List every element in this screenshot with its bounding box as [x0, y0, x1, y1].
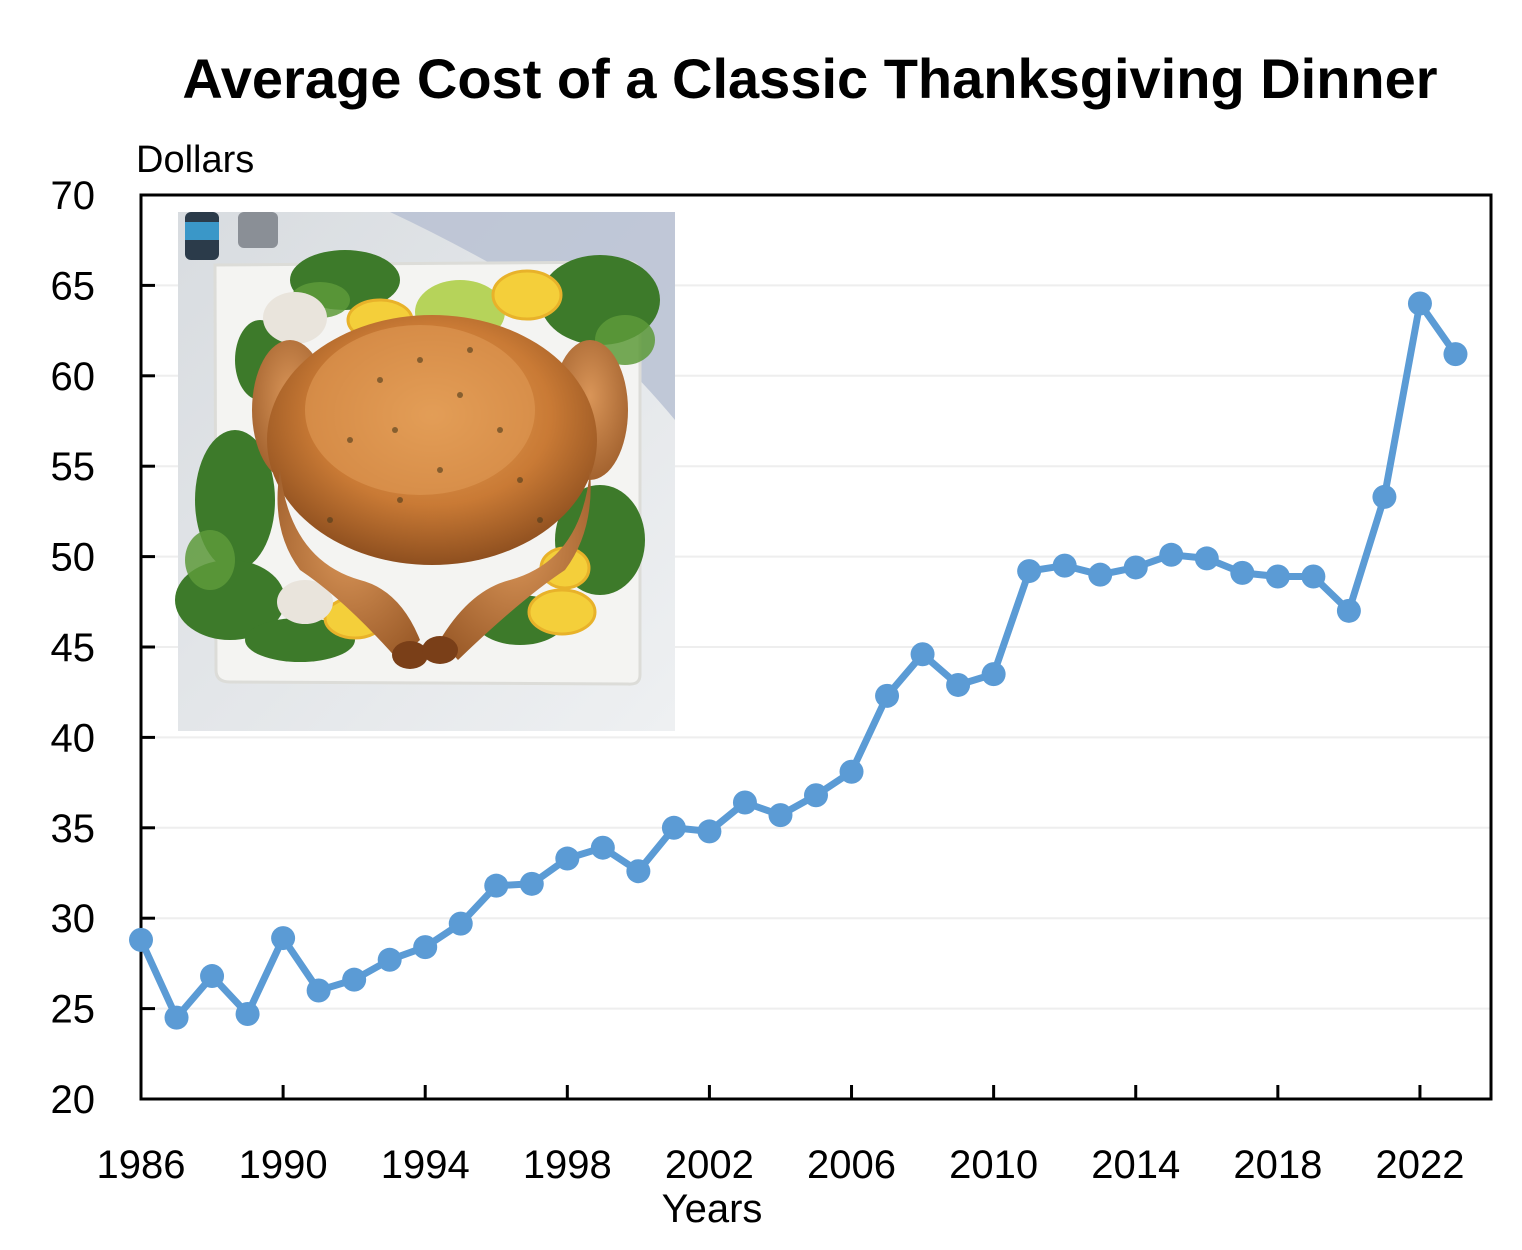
data-point [1052, 553, 1077, 578]
data-point [519, 871, 544, 896]
x-tick-label: 2010 [949, 1143, 1038, 1187]
x-tick-label: 2002 [665, 1143, 754, 1187]
y-tick-label: 55 [51, 445, 96, 489]
data-point [1194, 546, 1219, 571]
data-point [377, 947, 402, 972]
x-tick-label: 1986 [97, 1143, 186, 1187]
x-axis-label: Years [662, 1187, 763, 1231]
data-point [732, 790, 757, 815]
x-tick-label: 1990 [239, 1143, 328, 1187]
y-tick-label: 45 [51, 626, 96, 670]
data-point [129, 927, 153, 952]
x-tick-label: 2006 [807, 1143, 896, 1187]
data-point [200, 964, 225, 989]
x-tick-label: 2018 [1233, 1143, 1322, 1187]
y-tick-label: 25 [51, 988, 96, 1032]
y-tick-label: 50 [51, 536, 96, 580]
x-tick-label: 2022 [1375, 1143, 1464, 1187]
data-point [1159, 542, 1184, 567]
data-point [484, 873, 509, 898]
chart-title: Average Cost of a Classic Thanksgiving D… [182, 47, 1437, 110]
data-point [271, 926, 296, 951]
data-point [1443, 342, 1468, 367]
data-point [839, 759, 864, 784]
y-tick-label: 20 [51, 1078, 96, 1122]
data-point [1265, 564, 1290, 589]
x-tick-label: 1998 [523, 1143, 612, 1187]
data-point [875, 683, 900, 708]
y-tick-label: 40 [51, 716, 96, 760]
data-point [342, 967, 367, 992]
data-point [1017, 559, 1042, 584]
data-point [555, 846, 580, 871]
data-point [626, 859, 651, 884]
data-point [306, 978, 331, 1003]
y-tick-label: 60 [51, 355, 96, 399]
data-point [1372, 484, 1397, 509]
y-tick-label: 65 [51, 264, 96, 308]
data-point [697, 819, 722, 844]
y-tick-label: 70 [51, 174, 96, 218]
data-point [1230, 560, 1255, 585]
x-axis: 1986 1990 1994 1998 2002 2006 2010 2014 2018 2022 [97, 1085, 1464, 1187]
data-point [910, 642, 935, 667]
data-point [235, 1002, 260, 1027]
data-point [1407, 291, 1432, 316]
data-point [1088, 562, 1113, 587]
data-point [1123, 555, 1148, 580]
data-point [1336, 598, 1361, 623]
y-axis: 20 25 30 35 40 45 50 55 60 65 70 [51, 174, 155, 1122]
y-tick-label: 30 [51, 897, 96, 941]
data-point [448, 911, 473, 936]
data-points [129, 291, 1468, 1030]
data-point [946, 672, 971, 697]
x-tick-label: 2014 [1091, 1143, 1180, 1187]
data-point [1301, 564, 1326, 589]
data-point [768, 803, 793, 828]
roast-turkey-photo [175, 212, 675, 731]
data-point [413, 935, 438, 960]
y-tick-label: 35 [51, 807, 96, 851]
y-axis-label: Dollars [136, 139, 254, 181]
data-point [804, 783, 828, 808]
data-point [590, 835, 615, 860]
x-tick-label: 1994 [381, 1143, 470, 1187]
data-point [981, 662, 1006, 687]
data-point [661, 815, 686, 840]
data-point [164, 1005, 189, 1030]
